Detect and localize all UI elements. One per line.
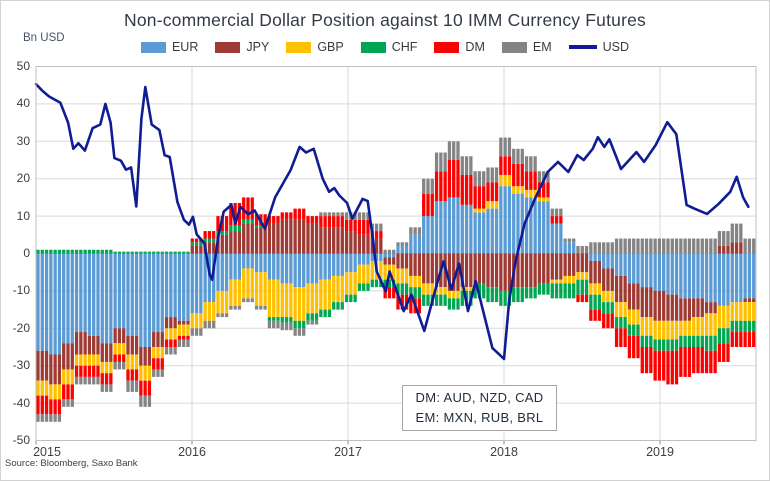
y-tick-label: 10 <box>16 208 30 223</box>
y-tick-label: -40 <box>12 395 30 410</box>
x-tick-label: 2015 <box>33 445 61 459</box>
legend-label: EM <box>532 40 552 54</box>
annotation-line-em: EM: MXN, RUB, BRL <box>415 410 544 425</box>
legend-item-chf: CHF <box>360 40 418 54</box>
y-tick-label: 50 <box>16 59 30 73</box>
x-tick-label: 2017 <box>334 445 362 459</box>
y-tick-label: -20 <box>12 320 30 335</box>
eur-swatch-icon <box>140 41 166 53</box>
usd-line-swatch-icon <box>568 45 597 49</box>
chf-swatch-icon <box>360 41 386 53</box>
legend-item-usd: USD <box>568 40 630 54</box>
x-tick-label: 2016 <box>178 445 206 459</box>
annotation-line-dm: DM: AUD, NZD, CAD <box>415 390 544 405</box>
legend-label: JPY <box>246 40 270 54</box>
legend-item-jpy: JPY <box>215 40 269 54</box>
x-tick-label: 2018 <box>490 445 518 459</box>
legend-item-em: EM <box>501 40 552 54</box>
legend-label: CHF <box>391 40 418 54</box>
legend-label: EUR <box>171 40 199 54</box>
gbp-swatch-icon <box>286 41 312 53</box>
y-tick-label: 40 <box>16 96 30 111</box>
y-tick-label: -50 <box>12 433 30 447</box>
jpy-swatch-icon <box>215 41 241 53</box>
em-swatch-icon <box>501 41 527 53</box>
x-tick-label: 2019 <box>646 445 674 459</box>
dm-swatch-icon <box>434 41 460 53</box>
y-tick-label: 20 <box>16 171 30 186</box>
y-tick-label: 30 <box>16 133 30 148</box>
y-tick-label: -30 <box>12 358 30 373</box>
legend: EUR JPY GBP CHF DM EM USD <box>1 39 769 55</box>
legend-label: USD <box>602 40 630 54</box>
legend-item-eur: EUR <box>140 40 199 54</box>
annotation-box: DM: AUD, NZD, CAD EM: MXN, RUB, BRL <box>402 385 557 431</box>
source-label: Source: Bloomberg, Saxo Bank <box>5 458 138 469</box>
chart-title: Non-commercial Dollar Position against 1… <box>123 10 647 30</box>
y-axis-unit-label: Bn USD <box>23 32 65 44</box>
legend-label: DM <box>465 40 485 54</box>
y-tick-label: -10 <box>12 283 30 298</box>
legend-item-dm: DM <box>434 40 485 54</box>
y-tick-label: 0 <box>23 246 30 260</box>
legend-item-gbp: GBP <box>286 40 344 54</box>
legend-label: GBP <box>317 40 344 54</box>
